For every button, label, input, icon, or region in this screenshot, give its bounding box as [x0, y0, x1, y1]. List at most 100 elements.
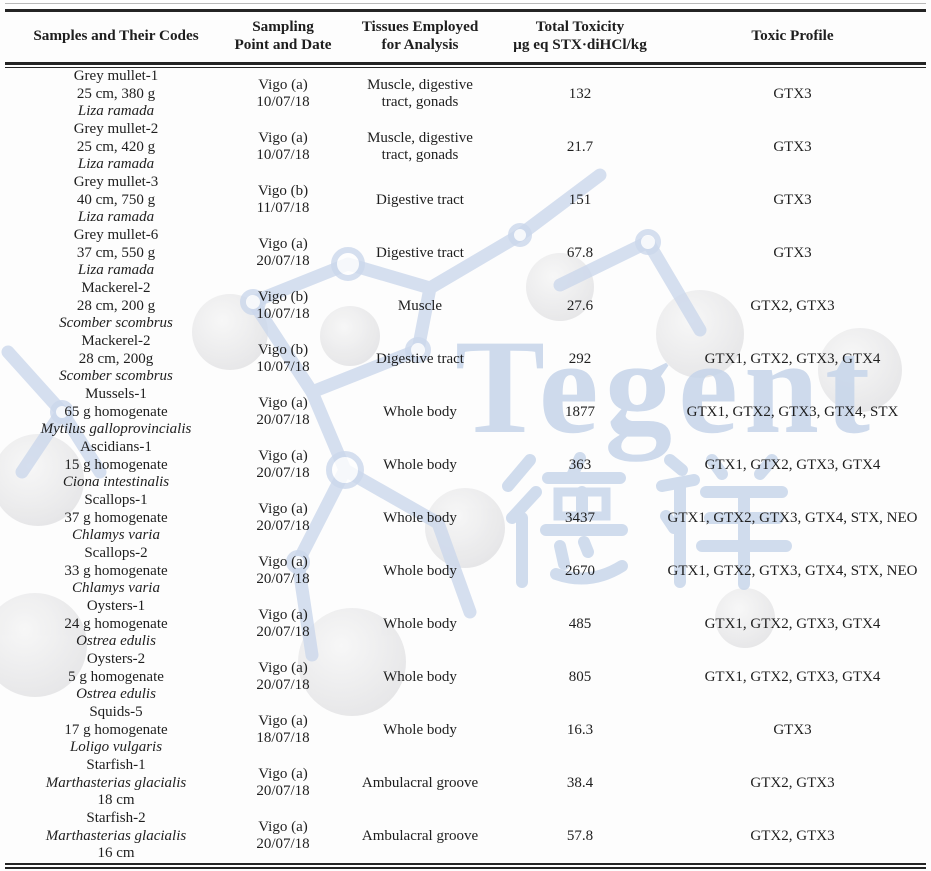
sample-line: Liza ramada [77, 262, 155, 279]
sampling-cell: Vigo (a) 18/07/18 [227, 704, 339, 757]
tissues-cell: Ambulacral groove [361, 774, 479, 791]
sample-line: 24 g homogenate [64, 615, 168, 632]
sample-line: Starfish-2 [86, 810, 146, 827]
sampling-line: Vigo (a) [258, 235, 308, 252]
sample-line: Scallops-1 [84, 492, 148, 509]
toxicity-cell: 805 [568, 668, 592, 685]
sampling-line: 18/07/18 [256, 730, 310, 747]
toxicity-cell: 363 [568, 456, 592, 473]
table-row: Oysters-1 24 g homogenate Ostrea edulis Vi… [5, 598, 926, 651]
sample-line: Ascidians-1 [80, 439, 152, 456]
tissues-cell: Ambulacral groove [361, 827, 479, 844]
sample-line: Marthasterias glacialis [45, 774, 187, 791]
tissues-cell: Digestive tract [376, 350, 464, 367]
sampling-cell: Vigo (a) 20/07/18 [227, 386, 339, 439]
sampling-cell: Vigo (b) 11/07/18 [227, 174, 339, 227]
sample-cell: Starfish-2 Marthasterias glacialis 16 cm [5, 810, 227, 863]
sample-line: Chlamys varia [72, 527, 160, 544]
sample-line: Grey mullet-2 [73, 121, 159, 138]
toxicity-table: Samples and Their Codes Sampling Point a… [5, 9, 926, 869]
top-hairline [5, 3, 926, 4]
profile-cell: GTX2, GTX3 [750, 774, 835, 791]
profile-cell: GTX1, GTX2, GTX3, GTX4 [704, 668, 881, 685]
sampling-line: 10/07/18 [256, 94, 310, 111]
tissues-cell: Muscle, digestive tract, gonads [367, 76, 473, 111]
sample-line: Ostrea edulis [76, 686, 156, 703]
sampling-line: Vigo (a) [258, 76, 308, 93]
sample-line: Grey mullet-6 [73, 227, 159, 244]
column-header-label: Point and Date [234, 36, 332, 54]
sample-line: 15 g homogenate [64, 456, 168, 473]
sampling-line: Vigo (a) [258, 447, 308, 464]
sampling-line: Vigo (a) [258, 606, 308, 623]
sample-line: Grey mullet-3 [73, 174, 159, 191]
sampling-cell: Vigo (a) 20/07/18 [227, 651, 339, 704]
sample-line: 16 cm [97, 845, 135, 862]
sample-line: 40 cm, 750 g [76, 191, 156, 208]
toxicity-cell: 67.8 [566, 244, 594, 261]
table-row: Grey mullet-3 40 cm, 750 g Liza ramada Vig… [5, 174, 926, 227]
sampling-cell: Vigo (a) 20/07/18 [227, 810, 339, 863]
column-header-label: Toxic Profile [751, 26, 834, 44]
sampling-cell: Vigo (a) 10/07/18 [227, 121, 339, 174]
table-row: Starfish-2 Marthasterias glacialis 16 cm V… [5, 810, 926, 863]
sample-cell: Oysters-2 5 g homogenate Ostrea edulis [5, 651, 227, 704]
sample-line: 17 g homogenate [64, 721, 168, 738]
sampling-line: 20/07/18 [256, 571, 310, 588]
profile-cell: GTX3 [773, 244, 812, 261]
tissues-cell: Whole body [383, 509, 457, 526]
sample-cell: Mackerel-2 28 cm, 200g Scomber scombrus [5, 333, 227, 386]
table-row: Mussels-1 65 g homogenate Mytilus gallopro… [5, 386, 926, 439]
sampling-line: 10/07/18 [256, 359, 310, 376]
sample-line: Marthasterias glacialis [45, 827, 187, 844]
profile-cell: GTX3 [773, 138, 812, 155]
column-header-label: for Analysis [381, 36, 459, 54]
table-header-row: Samples and Their Codes Sampling Point a… [5, 12, 926, 63]
profile-cell: GTX1, GTX2, GTX3, GTX4 [704, 456, 881, 473]
sample-line: Scallops-2 [84, 545, 148, 562]
tissues-cell: Digestive tract [376, 244, 464, 261]
tissues-cell: Whole body [383, 562, 457, 579]
tissues-cell: Digestive tract [376, 191, 464, 208]
sampling-line: Vigo (a) [258, 659, 308, 676]
sampling-line: 11/07/18 [256, 200, 310, 217]
column-header-toxicity: Total Toxicity µg eq STX·diHCl/kg [501, 12, 659, 63]
sampling-line: Vigo (b) [257, 182, 309, 199]
table-row: Mackerel-2 28 cm, 200g Scomber scombrus Vi… [5, 333, 926, 386]
sample-line: Squids-5 [89, 704, 143, 721]
profile-cell: GTX1, GTX2, GTX3, GTX4 [704, 615, 881, 632]
sample-line: 25 cm, 420 g [76, 138, 156, 155]
column-header-label: Sampling [252, 17, 314, 35]
tissues-cell: Whole body [383, 403, 457, 420]
table-row: Mackerel-2 28 cm, 200 g Scomber scombrus V… [5, 280, 926, 333]
sampling-line: Vigo (a) [258, 712, 308, 729]
sample-line: 18 cm [97, 792, 135, 809]
profile-cell: GTX1, GTX2, GTX3, GTX4, STX, NEO [667, 509, 918, 526]
sampling-line: Vigo (a) [258, 553, 308, 570]
sampling-line: Vigo (a) [258, 394, 308, 411]
sample-line: Liza ramada [77, 209, 155, 226]
sample-line: Chlamys varia [72, 580, 160, 597]
sample-line: Liza ramada [77, 156, 155, 173]
tissues-cell: Whole body [383, 721, 457, 738]
toxicity-cell: 3437 [565, 509, 595, 526]
sample-cell: Scallops-2 33 g homogenate Chlamys varia [5, 545, 227, 598]
sample-cell: Starfish-1 Marthasterias glacialis 18 cm [5, 757, 227, 810]
toxicity-cell: 27.6 [566, 297, 594, 314]
toxicity-cell: 485 [568, 615, 592, 632]
column-header-label: Tissues Employed [361, 17, 479, 35]
sampling-line: Vigo (b) [257, 288, 309, 305]
sampling-line: 10/07/18 [256, 147, 310, 164]
sampling-cell: Vigo (a) 20/07/18 [227, 598, 339, 651]
sampling-cell: Vigo (b) 10/07/18 [227, 333, 339, 386]
sample-cell: Grey mullet-6 37 cm, 550 g Liza ramada [5, 227, 227, 280]
profile-cell: GTX1, GTX2, GTX3, GTX4, STX, NEO [667, 562, 918, 579]
sample-line: Starfish-1 [86, 757, 146, 774]
sample-cell: Squids-5 17 g homogenate Loligo vulgaris [5, 704, 227, 757]
toxicity-cell: 151 [568, 191, 592, 208]
toxicity-cell: 292 [568, 350, 592, 367]
table-row: Grey mullet-2 25 cm, 420 g Liza ramada Vig… [5, 121, 926, 174]
profile-cell: GTX3 [773, 191, 812, 208]
sample-line: 37 g homogenate [64, 509, 168, 526]
